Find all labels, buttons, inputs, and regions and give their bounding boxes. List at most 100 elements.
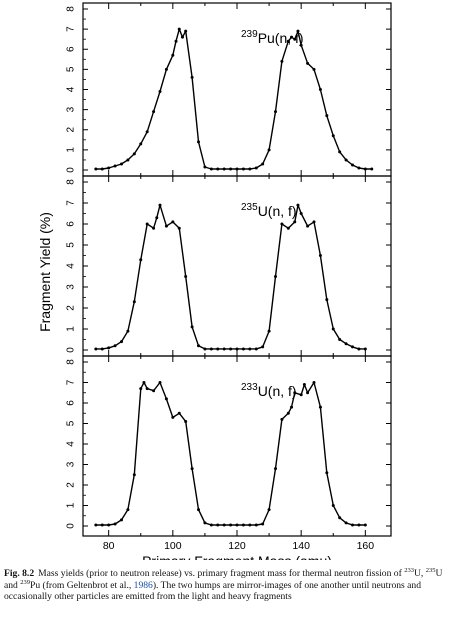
data-point	[190, 75, 194, 79]
data-point	[142, 381, 146, 384]
y-tick-label: 4	[66, 441, 77, 447]
data-point	[293, 37, 297, 41]
data-point	[164, 397, 168, 401]
data-point	[280, 59, 284, 63]
data-point	[197, 508, 200, 512]
data-point	[216, 167, 220, 171]
data-point	[139, 258, 143, 262]
data-point	[229, 523, 233, 527]
data-point	[241, 347, 245, 351]
data-point	[267, 508, 271, 512]
panel-frame	[82, 2, 392, 177]
data-point	[222, 167, 226, 171]
caption-sup-3: 239	[20, 578, 31, 586]
y-tick-label: 6	[66, 46, 77, 52]
data-point	[222, 523, 226, 527]
y-tick-label: 1	[66, 326, 77, 332]
data-point	[325, 298, 329, 302]
data-point	[120, 340, 123, 344]
y-tick-label: 4	[66, 263, 77, 269]
data-point	[312, 220, 316, 224]
y-tick-label: 6	[66, 400, 77, 406]
data-point	[241, 167, 245, 171]
data-point	[100, 347, 104, 351]
data-point	[171, 53, 175, 57]
data-point	[325, 114, 329, 118]
data-point	[190, 467, 194, 471]
data-point	[286, 226, 290, 230]
data-point	[216, 347, 220, 351]
data-point	[267, 148, 271, 152]
figure-caption: Fig. 8.2 Mass yields (prior to neutron re…	[4, 566, 446, 603]
data-point	[158, 381, 162, 384]
data-point	[344, 521, 348, 525]
data-point	[113, 344, 117, 348]
panel-label: 239Pu(n, f)	[241, 29, 304, 46]
yield-curve	[95, 28, 372, 170]
data-point	[107, 523, 111, 527]
panel-2: 0 1 2 3 4 5 6 7 8 235U(n, f)	[66, 175, 392, 357]
y-tick-label: 7	[66, 200, 77, 206]
data-point	[248, 347, 252, 351]
y-tick-label: 3	[66, 461, 77, 467]
data-point	[235, 167, 239, 171]
panel-label-reaction: U(n, f)	[258, 383, 297, 399]
data-point	[299, 212, 303, 215]
data-point	[241, 523, 245, 527]
data-point	[158, 203, 162, 207]
data-point	[338, 338, 342, 341]
data-point	[120, 162, 123, 166]
data-point	[139, 387, 143, 391]
panel-3: 0 1 2 3 4 5 6 7 8 80 100 120 140 160 Primary Fragment …	[66, 355, 392, 560]
x-tick-label: 80	[103, 540, 115, 552]
y-tick-label: 0	[66, 347, 77, 353]
data-point	[203, 521, 207, 525]
data-point	[209, 347, 213, 351]
data-point	[286, 39, 290, 43]
data-point	[331, 504, 335, 507]
y-tick-label: 6	[66, 221, 77, 227]
y-tick-label: 5	[66, 242, 77, 248]
data-point	[299, 393, 303, 397]
data-point	[152, 226, 156, 230]
y-tick-label: 5	[66, 66, 77, 72]
caption-sup-1: 233	[404, 566, 414, 574]
data-point	[290, 405, 294, 409]
data-point	[235, 523, 239, 527]
data-point	[306, 224, 310, 228]
data-point	[351, 345, 354, 349]
caption-text-4: Pu (from Geltenbrot et al.,	[30, 579, 134, 591]
caption-figure-label: Fig. 8.2	[4, 568, 35, 579]
data-point	[344, 158, 348, 162]
panel-label-reaction: U(n, f)	[258, 203, 297, 219]
data-point	[100, 167, 104, 171]
y-tick-label: 8	[66, 6, 77, 12]
data-point	[171, 220, 175, 224]
data-point	[363, 523, 367, 527]
y-tick-label: 3	[66, 106, 77, 112]
data-point	[267, 329, 271, 333]
data-point	[113, 522, 117, 526]
data-point	[203, 347, 207, 351]
data-point	[164, 224, 168, 228]
data-point	[254, 166, 258, 170]
data-point	[363, 167, 367, 171]
caption-text-3: U and	[4, 568, 443, 591]
caption-citation-link[interactable]: 1986	[133, 579, 153, 591]
data-point	[197, 140, 200, 144]
y-tick-label: 2	[66, 127, 77, 133]
data-point	[107, 166, 111, 170]
data-point	[293, 220, 297, 224]
y-tick-label: 8	[66, 359, 77, 365]
y-tick-label: 0	[66, 167, 77, 173]
data-point	[155, 216, 159, 220]
data-point	[145, 222, 149, 226]
data-point	[184, 419, 188, 423]
caption-text-1: Mass yields (prior to neutron release) v…	[38, 568, 405, 579]
data-point	[177, 226, 181, 230]
panel-label: 233U(n, f)	[241, 382, 297, 399]
data-point	[177, 27, 181, 31]
data-point	[177, 411, 181, 415]
data-point	[113, 164, 117, 168]
panel-label-reaction: Pu(n, f)	[258, 30, 304, 46]
